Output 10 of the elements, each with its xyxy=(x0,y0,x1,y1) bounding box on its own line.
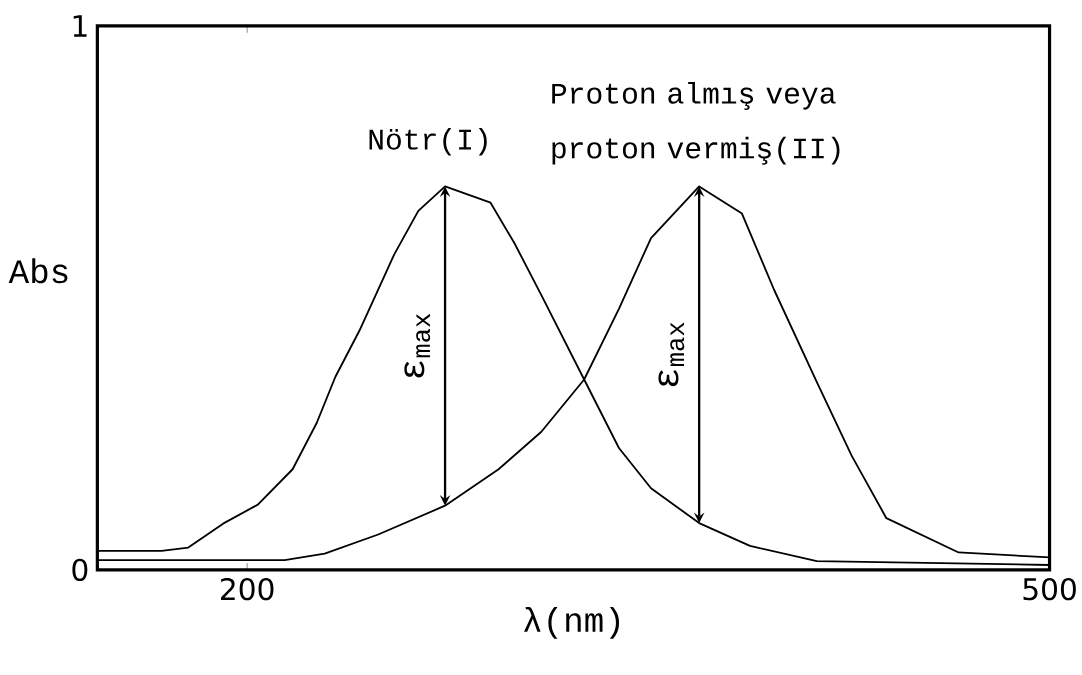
annotation: ε$_{max}$ xyxy=(404,313,431,378)
y-axis-title: Abs xyxy=(8,258,68,284)
y-tick-label: 0 xyxy=(72,558,88,582)
text: Proton almış veya proton vermiş(II) xyxy=(552,81,840,165)
y-tick-label: 1 xyxy=(73,15,87,37)
x-axis-title: λ(nm) xyxy=(524,606,620,639)
x-tick-label: 500 xyxy=(1023,577,1076,601)
series-label: Nötr(I) xyxy=(369,127,487,156)
x-tick-label: 200 xyxy=(221,577,274,601)
annotation: ε$_{max}$ xyxy=(658,322,685,387)
